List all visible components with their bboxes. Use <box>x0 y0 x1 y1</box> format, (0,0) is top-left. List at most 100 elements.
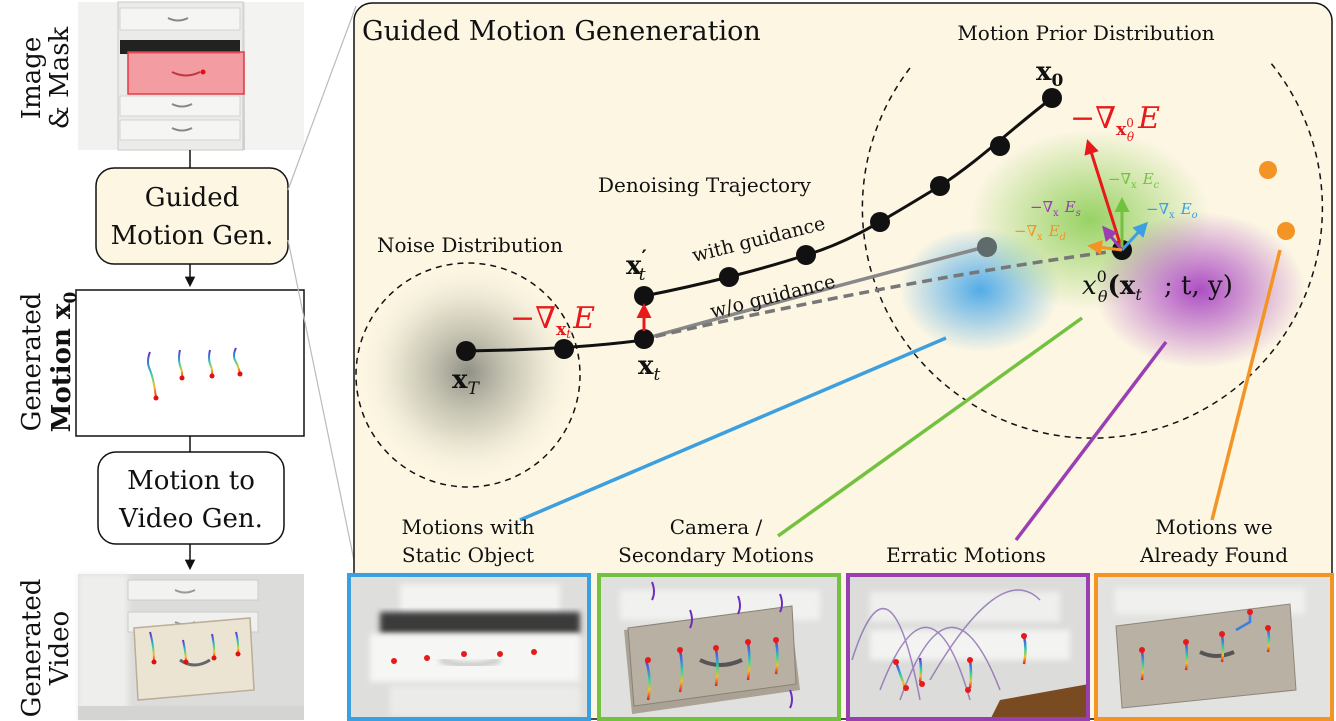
label-grad-d-Esub: d <box>1060 232 1066 243</box>
category-1-line1: Motions with <box>402 515 535 539</box>
generated-video-thumbnail <box>78 574 304 720</box>
noise-gradient <box>356 260 580 484</box>
category-image-found <box>1094 573 1334 721</box>
category-2-line1: Camera / <box>670 515 763 539</box>
category-1-line2: Static Object <box>402 543 534 567</box>
purple-connector <box>1014 340 1168 542</box>
category-image-erratic <box>846 573 1090 721</box>
label-grad-x0-nabla: −∇ <box>1070 101 1116 136</box>
label-xt-prime-sub: t <box>639 265 646 285</box>
point-guided-5 <box>990 136 1010 156</box>
category-4-line1: Motions we <box>1155 515 1272 539</box>
label-grad-x0-subsub: θ <box>1127 130 1135 144</box>
label-grad-x0-subsup: 0 <box>1126 116 1134 130</box>
label-xt: xt <box>638 351 661 385</box>
label-grad-xt-E: E <box>572 301 595 336</box>
point-xt-prime <box>634 286 654 306</box>
label-xt-prime-main: x <box>626 251 642 281</box>
label-grad-c-nabla: −∇ <box>1108 170 1131 188</box>
label-x0-sub: 0 <box>1052 71 1064 91</box>
guided-box-line1: Guided <box>145 183 240 213</box>
label-xT-main: x <box>452 365 468 395</box>
label-generated-motion-text: Motion x <box>47 303 77 432</box>
category-4-line2: Already Found <box>1139 543 1288 567</box>
label-generated-motion-1: Generated <box>17 293 47 432</box>
label-grad-s-Esub: s <box>1076 208 1081 219</box>
label-grad-x0: −∇x0 θE <box>1070 101 1160 144</box>
guided-box-line2: Motion Gen. <box>111 221 274 251</box>
panel-title: Guided Motion Geneneration <box>362 16 761 47</box>
label-xt-sub: t <box>654 365 661 385</box>
noise-distribution-label: Noise Distribution <box>377 233 563 257</box>
label-grad-s-sub: x <box>1053 208 1059 219</box>
m2v-line2: Video Gen. <box>118 504 263 534</box>
label-image-mask-1: Image <box>17 37 47 119</box>
generated-motion-box <box>75 289 305 437</box>
label-grad-c-Esub: c <box>1154 180 1160 191</box>
trajectory-without-guidance <box>639 245 986 342</box>
label-grad-o-Esub: o <box>1192 210 1198 221</box>
label-x0-theta-rest-text: ; t, y) <box>1164 271 1233 301</box>
label-x0-theta: x0 θ(xt <box>1082 267 1142 306</box>
point-x0 <box>1042 88 1062 108</box>
purple-blob <box>1095 212 1305 368</box>
category-2-line2: Secondary Motions <box>618 543 814 567</box>
label-x0: x0 <box>1036 57 1064 91</box>
denoising-trajectory-label: Denoising Trajectory <box>598 173 812 197</box>
label-x0-theta-args-sub: t <box>1135 285 1142 304</box>
motion-to-video-box <box>97 451 285 545</box>
point-mid <box>554 339 574 359</box>
motion-tracks <box>147 347 241 399</box>
point-xt <box>634 329 654 349</box>
motion-prior-label: Motion Prior Distribution <box>957 21 1214 45</box>
point-guided-4 <box>930 176 950 196</box>
category-image-static <box>347 573 591 721</box>
label-grad-s-E: E <box>1064 198 1076 216</box>
label-grad-c: −∇x Ec <box>1108 170 1160 191</box>
label-generated-video-1: Generated <box>17 579 47 718</box>
label-x0-theta-sub: θ <box>1098 287 1108 306</box>
green-connector <box>776 316 1084 538</box>
label-generated-video-2: Video <box>45 611 75 686</box>
label-x0-theta-sup: 0 <box>1097 267 1107 286</box>
label-grad-o: −∇x Eo <box>1146 200 1198 221</box>
category-image-camera <box>597 573 841 721</box>
category-3-line1: Erratic Motions <box>886 543 1046 567</box>
label-grad-d-nabla: −∇ <box>1014 222 1037 240</box>
grad-arrow-orange <box>1087 240 1123 255</box>
label-xt-prime: x′ t <box>626 245 647 285</box>
zoom-line-top <box>287 5 357 191</box>
point-guided-3 <box>870 212 890 232</box>
trajectory-dashed <box>639 248 1123 342</box>
grad-arrow-purple <box>1102 225 1124 251</box>
guided-motion-gen-box <box>95 167 289 265</box>
label-xT: xT <box>452 365 481 399</box>
label-grad-xt-subsub: t <box>566 327 571 341</box>
noise-distribution-circle <box>355 262 581 488</box>
label-grad-d: −∇x Ed <box>1014 222 1066 243</box>
blue-connector <box>519 336 947 522</box>
label-grad-o-E: E <box>1180 200 1192 218</box>
label-x0-main: x <box>1036 57 1052 87</box>
orange-connector <box>1210 249 1282 521</box>
found-point-1 <box>1259 161 1277 179</box>
grad-arrow-blue <box>1120 221 1149 252</box>
image-mask-thumbnail <box>78 1 304 151</box>
label-x0-theta-args: (x <box>1108 271 1136 301</box>
label-grad-c-E: E <box>1142 170 1154 188</box>
label-xt-prime-sup: ′ <box>642 245 647 269</box>
label-grad-xt-nabla: −∇ <box>510 301 556 336</box>
point-xT <box>456 341 476 361</box>
point-guided-2 <box>796 245 816 265</box>
label-grad-d-sub: x <box>1037 232 1043 243</box>
found-point-2 <box>1277 222 1295 240</box>
label-grad-s-nabla: −∇ <box>1030 198 1053 216</box>
label-xT-sub: T <box>468 379 481 399</box>
label-grad-xt-sub: x <box>556 320 567 340</box>
label-xt-main: x <box>638 351 654 381</box>
label-grad-o-sub: x <box>1169 210 1175 221</box>
label-grad-x0-sub: x <box>1116 120 1127 140</box>
label-grad-d-E: E <box>1048 222 1060 240</box>
point-unguided-end <box>977 237 997 257</box>
